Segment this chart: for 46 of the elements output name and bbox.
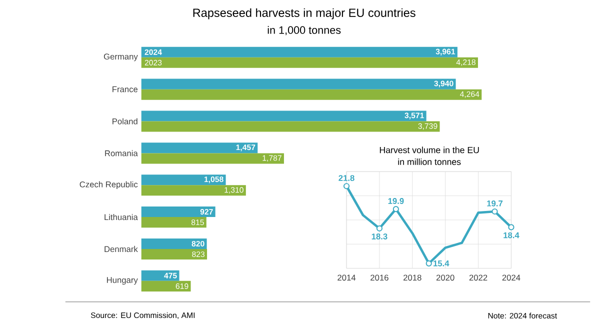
data-label: 19.7 [487, 200, 503, 206]
x-tick-label: 2014 [338, 274, 356, 280]
bar [141, 270, 180, 281]
bar [141, 206, 216, 217]
bar [141, 142, 258, 153]
chart-subtitle: in million tonnes [398, 158, 461, 165]
y-tick-label: Czech Republic [80, 180, 138, 189]
x-tick-label: 2018 [404, 274, 422, 280]
chart-subtitle: in 1,000 tonnes [268, 26, 341, 35]
data-label: 19.9 [388, 198, 404, 204]
y-tick-label: Poland [112, 118, 138, 124]
bar [141, 238, 207, 249]
x-tick-label: 2016 [370, 274, 388, 280]
data-label: 15.4 [434, 260, 450, 266]
y-tick-label: Romania [105, 150, 138, 156]
point [343, 182, 350, 189]
point [376, 225, 383, 232]
chart-title: Harvest volume in the EU [380, 146, 479, 153]
y-tick-label: Lithuania [104, 214, 138, 220]
data-label: 21.8 [338, 174, 354, 181]
bar [141, 184, 246, 196]
bar [141, 78, 456, 90]
y-tick-label: France [112, 86, 138, 92]
x-tick-label: 2020 [436, 274, 454, 280]
bar [141, 248, 208, 260]
y-tick-label: Germany [104, 53, 138, 61]
bar [141, 121, 440, 132]
point [392, 206, 399, 212]
data-label: 18.3 [372, 233, 388, 240]
bar [141, 216, 206, 228]
bar [141, 280, 191, 292]
point [426, 260, 432, 266]
bar [141, 174, 226, 185]
y-tick-label: Denmark [104, 246, 138, 252]
point [508, 224, 514, 230]
bar [141, 89, 482, 100]
bar [141, 110, 426, 122]
y-tick-label: Hungary [106, 276, 138, 284]
bar [141, 57, 478, 68]
x-tick-label: 2024 [502, 274, 520, 280]
bar [141, 46, 458, 58]
data-label: 18.4 [504, 232, 520, 238]
x-tick-label: 2022 [469, 274, 488, 280]
bar [141, 152, 284, 164]
chart-title: Rapseseed harvests in major EU countries [193, 8, 416, 20]
point [492, 208, 498, 214]
